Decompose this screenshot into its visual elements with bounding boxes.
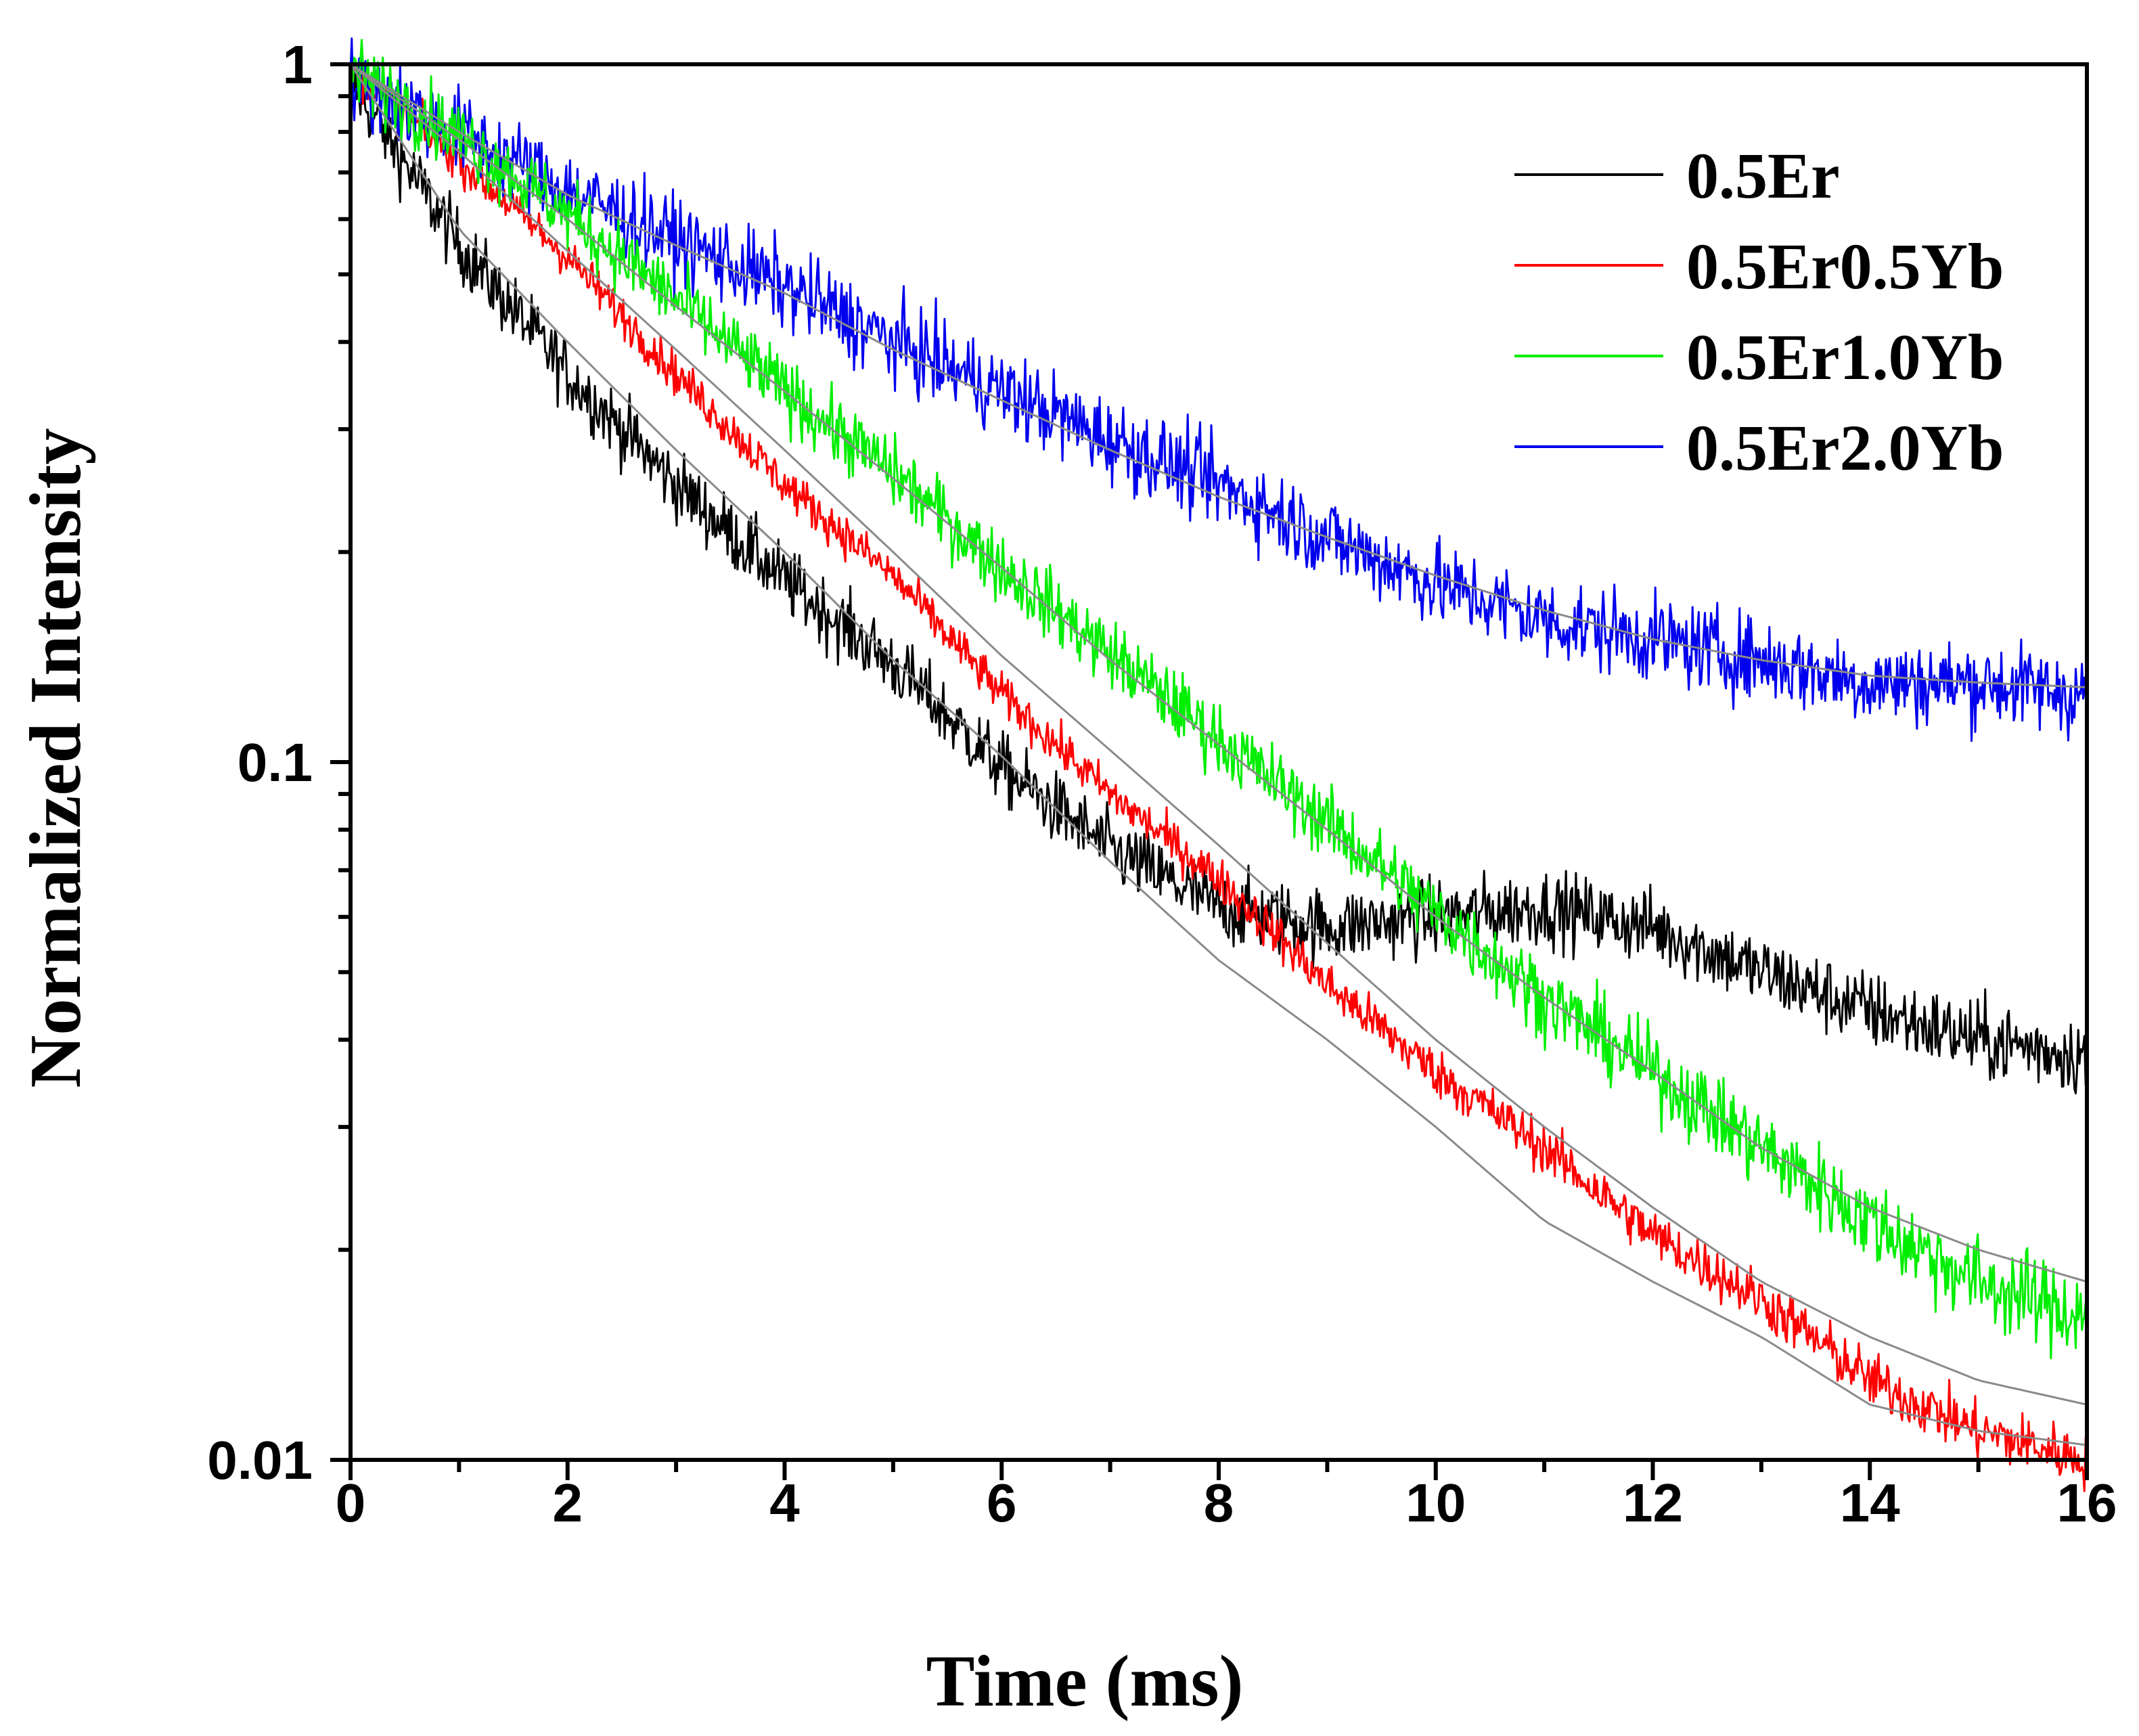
x-tick-label: 10 xyxy=(1405,1473,1466,1533)
legend: 0.5Er 0.5Er0.5Yb 0.5Er1.0Yb 0.5Er2.0Yb xyxy=(1514,139,2004,484)
x-tick-label: 8 xyxy=(1204,1473,1234,1533)
fit-curve-0-5er0-5yb xyxy=(350,63,2088,1406)
x-tick-label: 0 xyxy=(336,1473,366,1533)
fit-curve-0-5er2-0yb xyxy=(350,63,2088,688)
legend-label-0-5er: 0.5Er xyxy=(1686,139,1840,212)
y-tick-label: 0.01 xyxy=(207,1430,313,1490)
legend-label-0-5er2-0yb: 0.5Er2.0Yb xyxy=(1686,411,2004,484)
series-line-0-5er2-0yb xyxy=(349,37,2088,742)
y-tick-labels: 0.01 0.1 1 xyxy=(207,35,313,1490)
x-tick-label: 14 xyxy=(1840,1473,1900,1533)
series-line-0-5er1-0yb xyxy=(349,39,2088,1360)
x-tick-label: 12 xyxy=(1623,1473,1683,1533)
y-tick-label: 1 xyxy=(283,35,313,95)
fit-curve-0-5er xyxy=(349,64,2088,1446)
x-axis-title: Time (ms) xyxy=(926,1641,1244,1722)
series-line-0-5er0-5yb xyxy=(349,62,2088,1492)
x-tick-labels: 0 2 4 6 8 10 12 14 16 xyxy=(336,1473,2117,1533)
fit-curve-0-5er1-0yb xyxy=(350,63,2088,1283)
x-tick-label: 16 xyxy=(2057,1473,2117,1533)
legend-label-0-5er1-0yb: 0.5Er1.0Yb xyxy=(1686,321,2004,393)
x-tick-label: 6 xyxy=(987,1473,1017,1533)
axis-ticks xyxy=(330,62,2089,1480)
series-line-0-5er xyxy=(349,62,2088,1094)
y-axis-title: Normalized Intensity xyxy=(16,428,96,1088)
series-layer xyxy=(349,37,2088,1492)
legend-label-0-5er0-5yb: 0.5Er0.5Yb xyxy=(1686,230,2004,303)
x-tick-label: 4 xyxy=(769,1473,800,1533)
y-tick-label: 0.1 xyxy=(238,732,313,793)
x-tick-label: 2 xyxy=(553,1473,583,1533)
fit-curves-layer xyxy=(349,63,2088,1446)
